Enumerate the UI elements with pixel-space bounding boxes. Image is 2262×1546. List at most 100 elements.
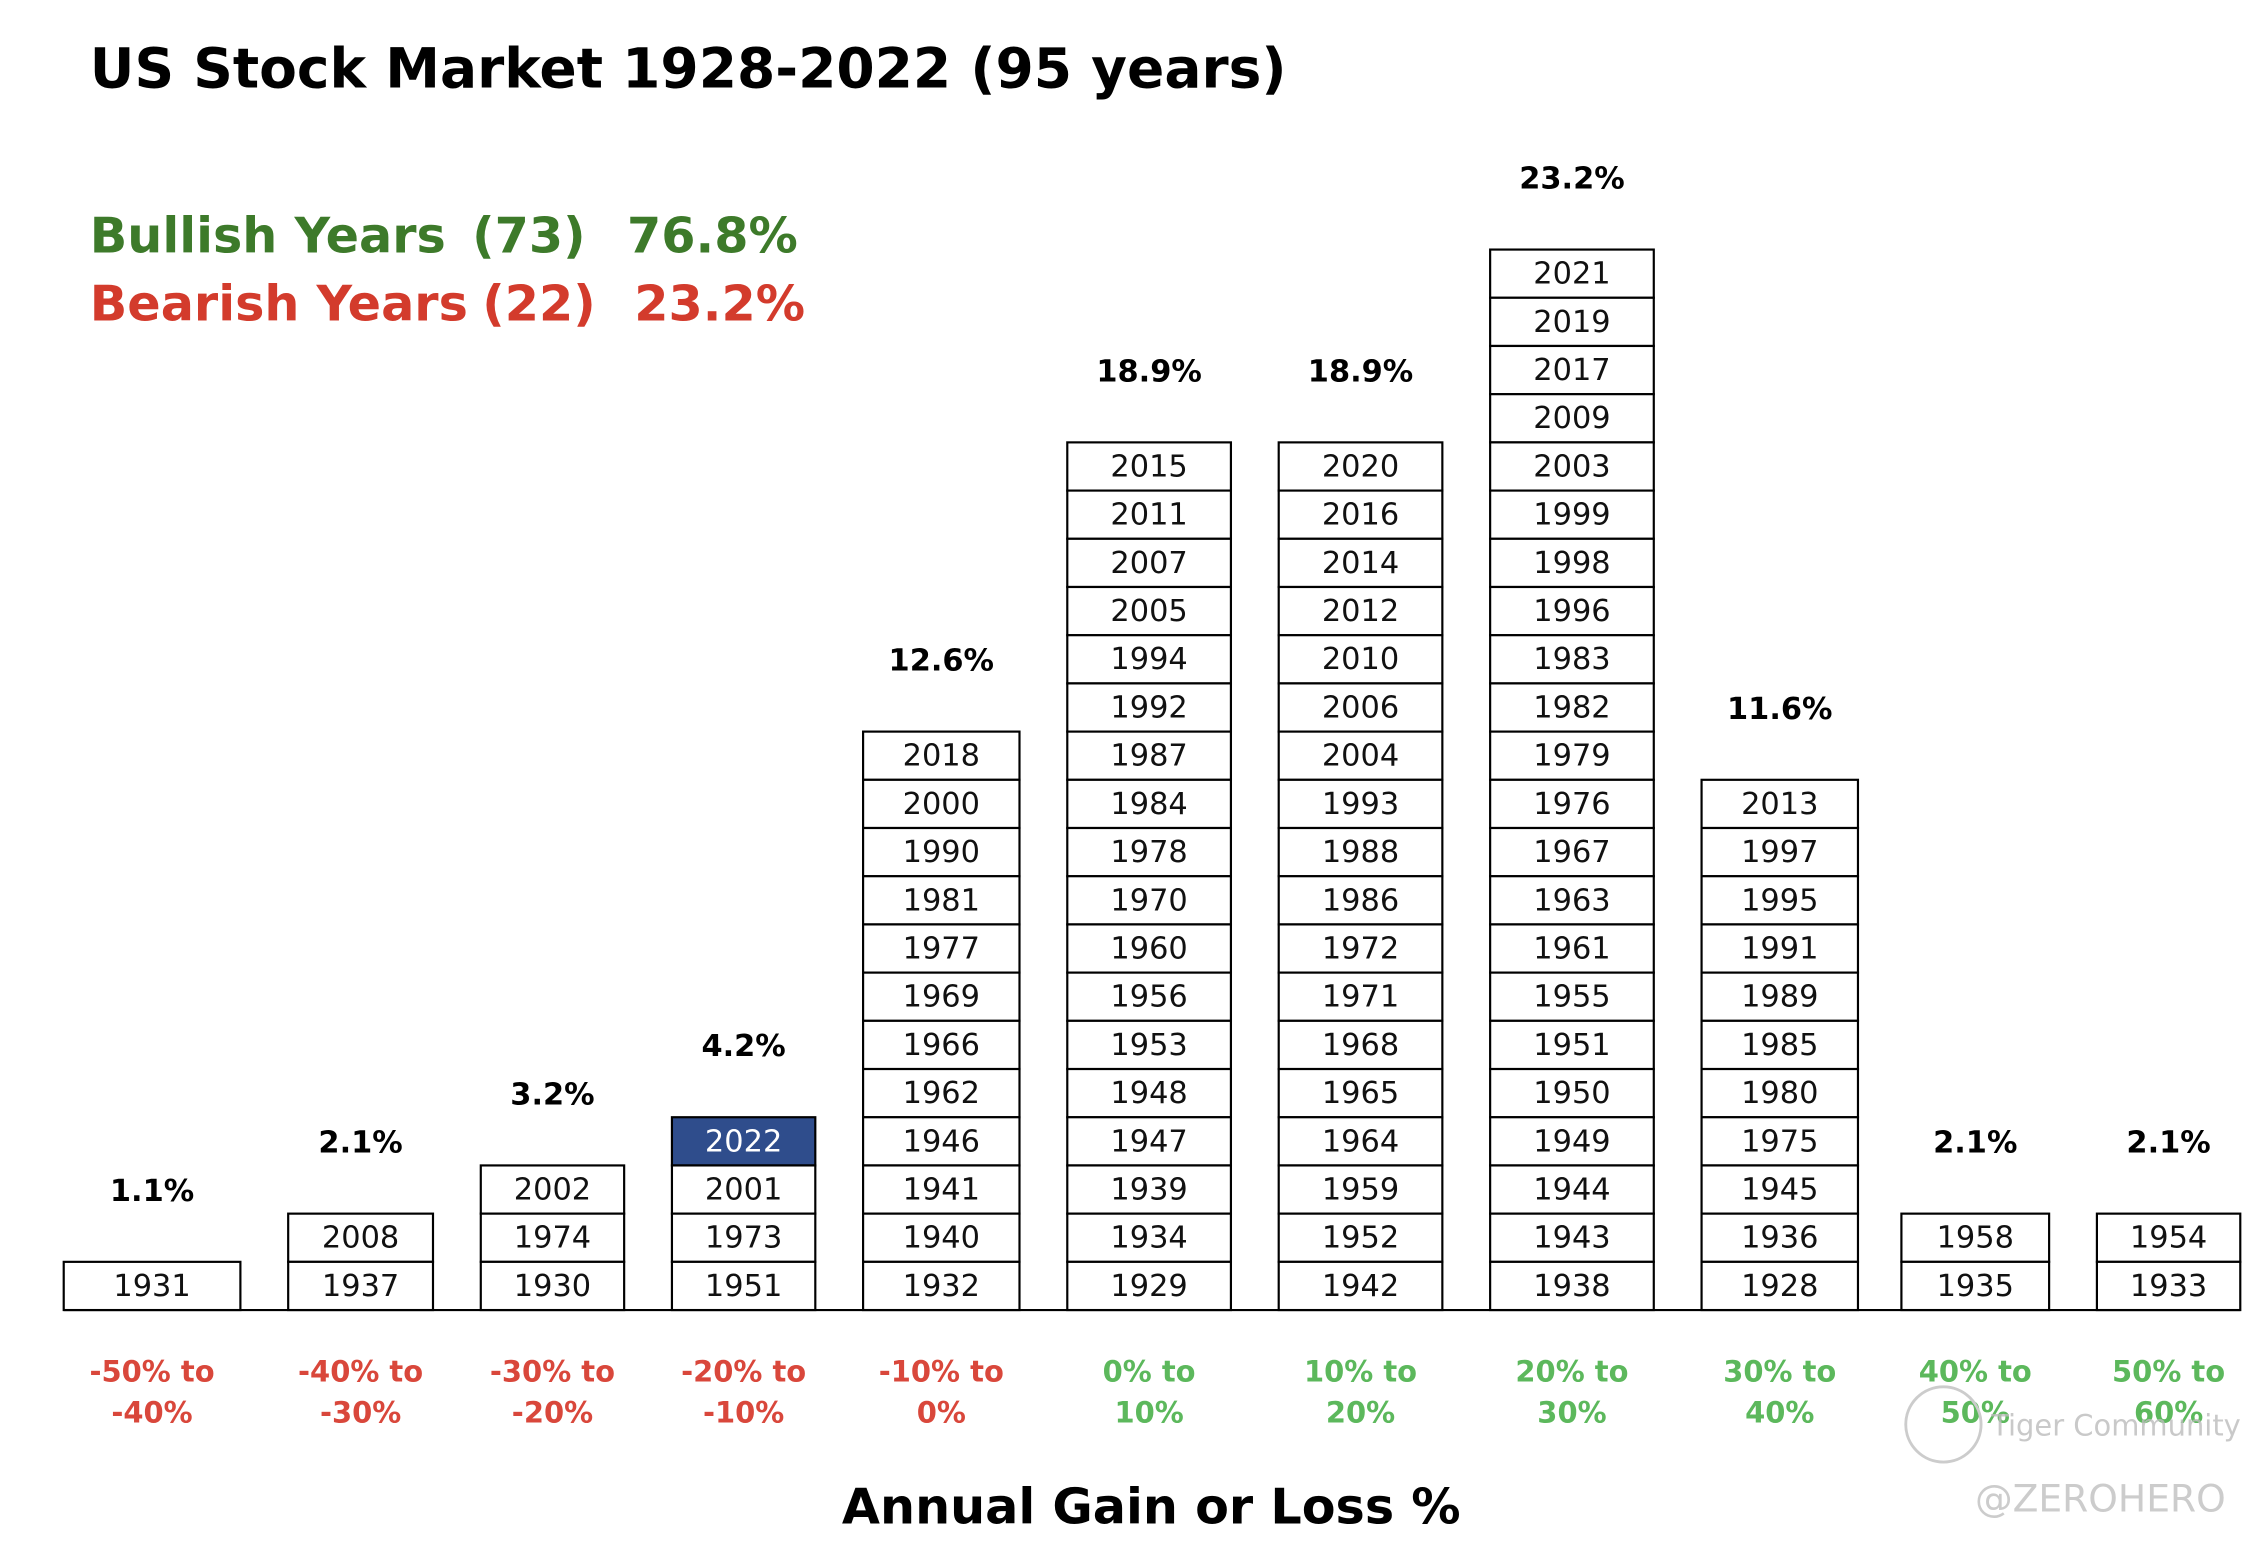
year-box	[1066, 1212, 1233, 1263]
year-label: 1984	[1110, 787, 1187, 822]
x-category-label: -20% to	[681, 1355, 806, 1389]
year-label: 1966	[903, 1028, 980, 1063]
x-category-label: -30%	[320, 1395, 401, 1429]
year-box	[670, 1212, 817, 1263]
x-category-label: 30%	[1537, 1395, 1606, 1429]
year-box	[1489, 730, 1655, 781]
year-box	[1277, 971, 1444, 1022]
year-label: 1964	[1322, 1124, 1399, 1159]
x-category-label: -40% to	[298, 1355, 423, 1389]
year-label: 2009	[1533, 401, 1610, 436]
year-box	[1066, 826, 1233, 878]
year-box	[1489, 1116, 1655, 1167]
x-category-label: 30% to	[1723, 1355, 1836, 1389]
year-label: 2008	[322, 1221, 399, 1256]
summary-label: Bullish Years	[90, 206, 446, 264]
year-label: 1959	[1322, 1172, 1399, 1207]
year-box	[1066, 923, 1233, 974]
year-label: 2011	[1110, 498, 1187, 533]
year-label: 1972	[1322, 931, 1399, 966]
year-box	[1900, 1212, 2051, 1263]
year-label: 2016	[1322, 498, 1399, 533]
year-box	[1066, 1116, 1233, 1167]
year-box	[287, 1212, 435, 1263]
summary-label: Bearish Years	[90, 274, 468, 332]
year-box	[1066, 875, 1233, 926]
year-label: 2021	[1533, 257, 1610, 292]
year-label: 1993	[1322, 787, 1399, 822]
year-label: 1990	[903, 835, 980, 870]
year-box	[2095, 1260, 2242, 1312]
year-label: 2003	[1533, 449, 1610, 484]
year-label: 1989	[1741, 980, 1818, 1015]
year-box	[1489, 1260, 1655, 1312]
year-label: 1981	[903, 883, 980, 918]
year-label: 1928	[1741, 1269, 1818, 1304]
year-label: 2013	[1741, 787, 1818, 822]
year-box	[862, 923, 1021, 974]
year-box	[1066, 682, 1233, 733]
year-label: 1992	[1110, 690, 1187, 725]
x-category-label: 10% to	[1304, 1355, 1417, 1389]
year-box	[1700, 778, 1860, 830]
year-box	[1277, 875, 1444, 926]
year-box	[862, 1260, 1021, 1312]
year-label: 2018	[903, 739, 980, 774]
year-box	[862, 875, 1021, 926]
year-label: 1994	[1110, 642, 1187, 677]
year-label: 1985	[1741, 1028, 1818, 1063]
summary-share: 76.8%	[627, 206, 798, 264]
column-share: 2.1%	[1933, 1126, 2017, 1161]
year-label: 2006	[1322, 690, 1399, 725]
year-label: 2000	[903, 787, 980, 822]
year-label: 2005	[1110, 594, 1187, 629]
x-category-label: -30% to	[490, 1355, 615, 1389]
year-label: 1988	[1322, 835, 1399, 870]
x-category-label: 50% to	[2112, 1355, 2225, 1389]
year-label: 1997	[1741, 835, 1818, 870]
year-box	[1066, 1164, 1233, 1215]
year-label: 2007	[1110, 546, 1187, 581]
year-box	[1277, 1164, 1444, 1215]
year-box	[1277, 1067, 1444, 1119]
year-label: 2012	[1322, 594, 1399, 629]
watermark: Tiger Community	[1990, 1408, 2241, 1442]
year-label: 1969	[903, 980, 980, 1015]
year-box	[1066, 971, 1233, 1022]
summary-share: 23.2%	[634, 274, 805, 332]
x-category-label: -20%	[512, 1395, 593, 1429]
x-category-label: 0%	[917, 1395, 966, 1429]
year-box	[1277, 489, 1444, 540]
year-box	[1489, 393, 1655, 444]
year-box	[1700, 1260, 1860, 1312]
year-label: 1991	[1741, 931, 1818, 966]
column-share: 2.1%	[318, 1126, 402, 1161]
column-share: 18.9%	[1096, 354, 1201, 389]
year-box	[479, 1212, 626, 1263]
year-label: 2019	[1533, 305, 1610, 340]
year-box	[862, 1067, 1021, 1119]
year-box	[1066, 489, 1233, 540]
summary-count: (73)	[472, 206, 586, 264]
year-label: 1967	[1533, 835, 1610, 870]
summary-count: (22)	[482, 274, 596, 332]
year-box	[1066, 1067, 1233, 1119]
year-box	[62, 1260, 242, 1312]
year-box	[1700, 923, 1860, 974]
year-label: 2002	[514, 1172, 591, 1207]
year-box	[1066, 537, 1233, 589]
column-share: 4.2%	[701, 1029, 785, 1064]
year-label: 1973	[705, 1221, 782, 1256]
x-category-label: 50%	[1941, 1395, 2010, 1429]
year-label: 1939	[1110, 1172, 1187, 1207]
year-label: 1962	[903, 1076, 980, 1111]
year-label: 1932	[903, 1269, 980, 1304]
year-box	[1277, 778, 1444, 830]
year-box	[2095, 1212, 2242, 1263]
year-label: 1974	[514, 1221, 591, 1256]
year-box	[1489, 489, 1655, 540]
year-box	[670, 1164, 817, 1215]
year-label: 1955	[1533, 980, 1610, 1015]
x-category-label: -40%	[111, 1395, 192, 1429]
